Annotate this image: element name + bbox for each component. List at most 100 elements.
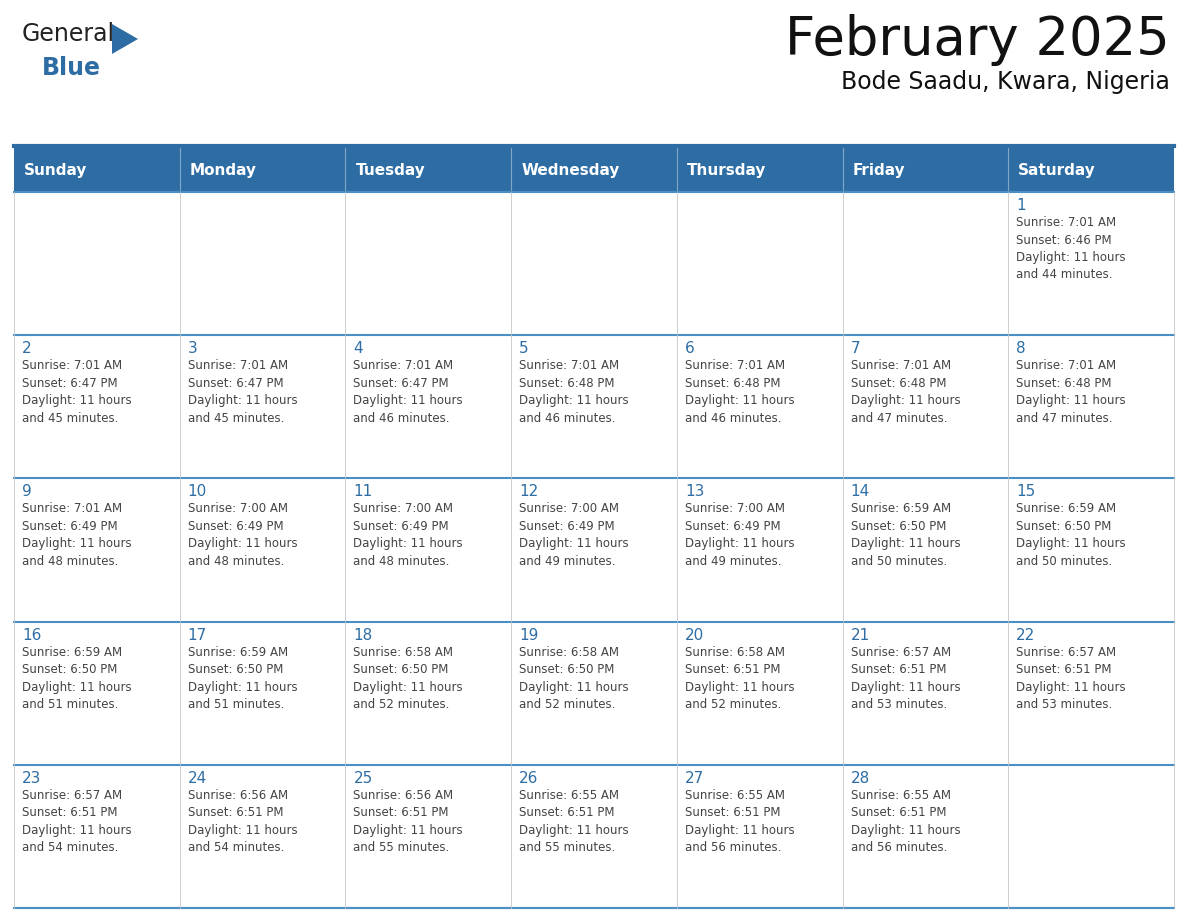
Text: Sunrise: 6:55 AM
Sunset: 6:51 PM
Daylight: 11 hours
and 56 minutes.: Sunrise: 6:55 AM Sunset: 6:51 PM Dayligh… [851, 789, 960, 855]
Text: Sunrise: 7:00 AM
Sunset: 6:49 PM
Daylight: 11 hours
and 48 minutes.: Sunrise: 7:00 AM Sunset: 6:49 PM Dayligh… [353, 502, 463, 568]
Text: 18: 18 [353, 628, 373, 643]
Text: Monday: Monday [190, 162, 257, 177]
Text: Sunrise: 7:01 AM
Sunset: 6:47 PM
Daylight: 11 hours
and 45 minutes.: Sunrise: 7:01 AM Sunset: 6:47 PM Dayligh… [188, 359, 297, 425]
Bar [1009, 192, 1174, 335]
Text: Sunrise: 6:56 AM
Sunset: 6:51 PM
Daylight: 11 hours
and 55 minutes.: Sunrise: 6:56 AM Sunset: 6:51 PM Dayligh… [353, 789, 463, 855]
Text: Sunrise: 7:00 AM
Sunset: 6:49 PM
Daylight: 11 hours
and 49 minutes.: Sunrise: 7:00 AM Sunset: 6:49 PM Dayligh… [519, 502, 628, 568]
Text: Sunrise: 6:58 AM
Sunset: 6:50 PM
Daylight: 11 hours
and 52 minutes.: Sunrise: 6:58 AM Sunset: 6:50 PM Dayligh… [353, 645, 463, 711]
Bar [346, 335, 511, 478]
Bar [179, 478, 346, 621]
Bar [842, 192, 1009, 335]
Bar [1009, 765, 1174, 908]
Text: 15: 15 [1016, 485, 1036, 499]
Bar [842, 621, 1009, 765]
Text: 27: 27 [684, 771, 704, 786]
Text: 28: 28 [851, 771, 870, 786]
Text: Friday: Friday [853, 162, 905, 177]
Text: Sunrise: 7:01 AM
Sunset: 6:47 PM
Daylight: 11 hours
and 45 minutes.: Sunrise: 7:01 AM Sunset: 6:47 PM Dayligh… [23, 359, 132, 425]
Bar [346, 192, 511, 335]
Text: Sunrise: 6:55 AM
Sunset: 6:51 PM
Daylight: 11 hours
and 55 minutes.: Sunrise: 6:55 AM Sunset: 6:51 PM Dayligh… [519, 789, 628, 855]
Text: Saturday: Saturday [1018, 162, 1097, 177]
Text: 9: 9 [23, 485, 32, 499]
Text: Sunrise: 6:56 AM
Sunset: 6:51 PM
Daylight: 11 hours
and 54 minutes.: Sunrise: 6:56 AM Sunset: 6:51 PM Dayligh… [188, 789, 297, 855]
Bar [677, 148, 842, 192]
Bar [14, 148, 179, 192]
Text: Sunrise: 6:57 AM
Sunset: 6:51 PM
Daylight: 11 hours
and 54 minutes.: Sunrise: 6:57 AM Sunset: 6:51 PM Dayligh… [23, 789, 132, 855]
Bar [14, 192, 179, 335]
Text: 26: 26 [519, 771, 538, 786]
Text: 2: 2 [23, 341, 32, 356]
Text: Sunrise: 6:59 AM
Sunset: 6:50 PM
Daylight: 11 hours
and 50 minutes.: Sunrise: 6:59 AM Sunset: 6:50 PM Dayligh… [1016, 502, 1126, 568]
Bar [1009, 478, 1174, 621]
Bar [511, 765, 677, 908]
Text: Sunrise: 6:59 AM
Sunset: 6:50 PM
Daylight: 11 hours
and 50 minutes.: Sunrise: 6:59 AM Sunset: 6:50 PM Dayligh… [851, 502, 960, 568]
Bar [842, 148, 1009, 192]
Bar [1009, 621, 1174, 765]
Text: 10: 10 [188, 485, 207, 499]
Text: Sunrise: 6:57 AM
Sunset: 6:51 PM
Daylight: 11 hours
and 53 minutes.: Sunrise: 6:57 AM Sunset: 6:51 PM Dayligh… [1016, 645, 1126, 711]
Bar [346, 478, 511, 621]
Text: Tuesday: Tuesday [355, 162, 425, 177]
Text: 20: 20 [684, 628, 704, 643]
Text: Sunrise: 6:57 AM
Sunset: 6:51 PM
Daylight: 11 hours
and 53 minutes.: Sunrise: 6:57 AM Sunset: 6:51 PM Dayligh… [851, 645, 960, 711]
Text: General: General [23, 22, 115, 46]
Bar [677, 621, 842, 765]
Bar [14, 335, 179, 478]
Bar [14, 478, 179, 621]
Bar [179, 148, 346, 192]
Bar [14, 621, 179, 765]
Text: February 2025: February 2025 [785, 14, 1170, 66]
Bar [511, 478, 677, 621]
Text: 21: 21 [851, 628, 870, 643]
Bar [842, 335, 1009, 478]
Bar [179, 765, 346, 908]
Bar [1009, 335, 1174, 478]
Text: 7: 7 [851, 341, 860, 356]
Text: 22: 22 [1016, 628, 1036, 643]
Text: Sunrise: 7:01 AM
Sunset: 6:48 PM
Daylight: 11 hours
and 47 minutes.: Sunrise: 7:01 AM Sunset: 6:48 PM Dayligh… [1016, 359, 1126, 425]
Text: 12: 12 [519, 485, 538, 499]
Text: Sunrise: 7:01 AM
Sunset: 6:48 PM
Daylight: 11 hours
and 46 minutes.: Sunrise: 7:01 AM Sunset: 6:48 PM Dayligh… [684, 359, 795, 425]
Text: 8: 8 [1016, 341, 1026, 356]
Bar [511, 192, 677, 335]
Text: Sunrise: 7:01 AM
Sunset: 6:46 PM
Daylight: 11 hours
and 44 minutes.: Sunrise: 7:01 AM Sunset: 6:46 PM Dayligh… [1016, 216, 1126, 282]
Text: Sunrise: 6:58 AM
Sunset: 6:50 PM
Daylight: 11 hours
and 52 minutes.: Sunrise: 6:58 AM Sunset: 6:50 PM Dayligh… [519, 645, 628, 711]
Bar [179, 335, 346, 478]
Bar [677, 478, 842, 621]
Text: 1: 1 [1016, 198, 1026, 213]
Text: Sunrise: 7:01 AM
Sunset: 6:49 PM
Daylight: 11 hours
and 48 minutes.: Sunrise: 7:01 AM Sunset: 6:49 PM Dayligh… [23, 502, 132, 568]
Bar [842, 765, 1009, 908]
Bar [179, 192, 346, 335]
Text: 11: 11 [353, 485, 373, 499]
Text: Sunrise: 7:01 AM
Sunset: 6:48 PM
Daylight: 11 hours
and 46 minutes.: Sunrise: 7:01 AM Sunset: 6:48 PM Dayligh… [519, 359, 628, 425]
Text: Sunrise: 7:00 AM
Sunset: 6:49 PM
Daylight: 11 hours
and 48 minutes.: Sunrise: 7:00 AM Sunset: 6:49 PM Dayligh… [188, 502, 297, 568]
Text: Sunrise: 6:58 AM
Sunset: 6:51 PM
Daylight: 11 hours
and 52 minutes.: Sunrise: 6:58 AM Sunset: 6:51 PM Dayligh… [684, 645, 795, 711]
Text: 23: 23 [23, 771, 42, 786]
Text: 5: 5 [519, 341, 529, 356]
Text: 3: 3 [188, 341, 197, 356]
Bar [677, 765, 842, 908]
Text: Blue: Blue [42, 56, 101, 80]
Text: 24: 24 [188, 771, 207, 786]
Text: 19: 19 [519, 628, 538, 643]
Text: 17: 17 [188, 628, 207, 643]
Bar [842, 478, 1009, 621]
Text: Bode Saadu, Kwara, Nigeria: Bode Saadu, Kwara, Nigeria [841, 70, 1170, 94]
Polygon shape [112, 24, 138, 54]
Text: Sunrise: 7:00 AM
Sunset: 6:49 PM
Daylight: 11 hours
and 49 minutes.: Sunrise: 7:00 AM Sunset: 6:49 PM Dayligh… [684, 502, 795, 568]
Text: Wednesday: Wednesday [522, 162, 619, 177]
Text: 14: 14 [851, 485, 870, 499]
Text: Sunday: Sunday [24, 162, 88, 177]
Bar [677, 335, 842, 478]
Bar [511, 621, 677, 765]
Text: 13: 13 [684, 485, 704, 499]
Bar [346, 621, 511, 765]
Text: Sunrise: 6:55 AM
Sunset: 6:51 PM
Daylight: 11 hours
and 56 minutes.: Sunrise: 6:55 AM Sunset: 6:51 PM Dayligh… [684, 789, 795, 855]
Text: 6: 6 [684, 341, 695, 356]
Bar [179, 621, 346, 765]
Bar [511, 148, 677, 192]
Bar [346, 148, 511, 192]
Text: 4: 4 [353, 341, 364, 356]
Text: 16: 16 [23, 628, 42, 643]
Text: 25: 25 [353, 771, 373, 786]
